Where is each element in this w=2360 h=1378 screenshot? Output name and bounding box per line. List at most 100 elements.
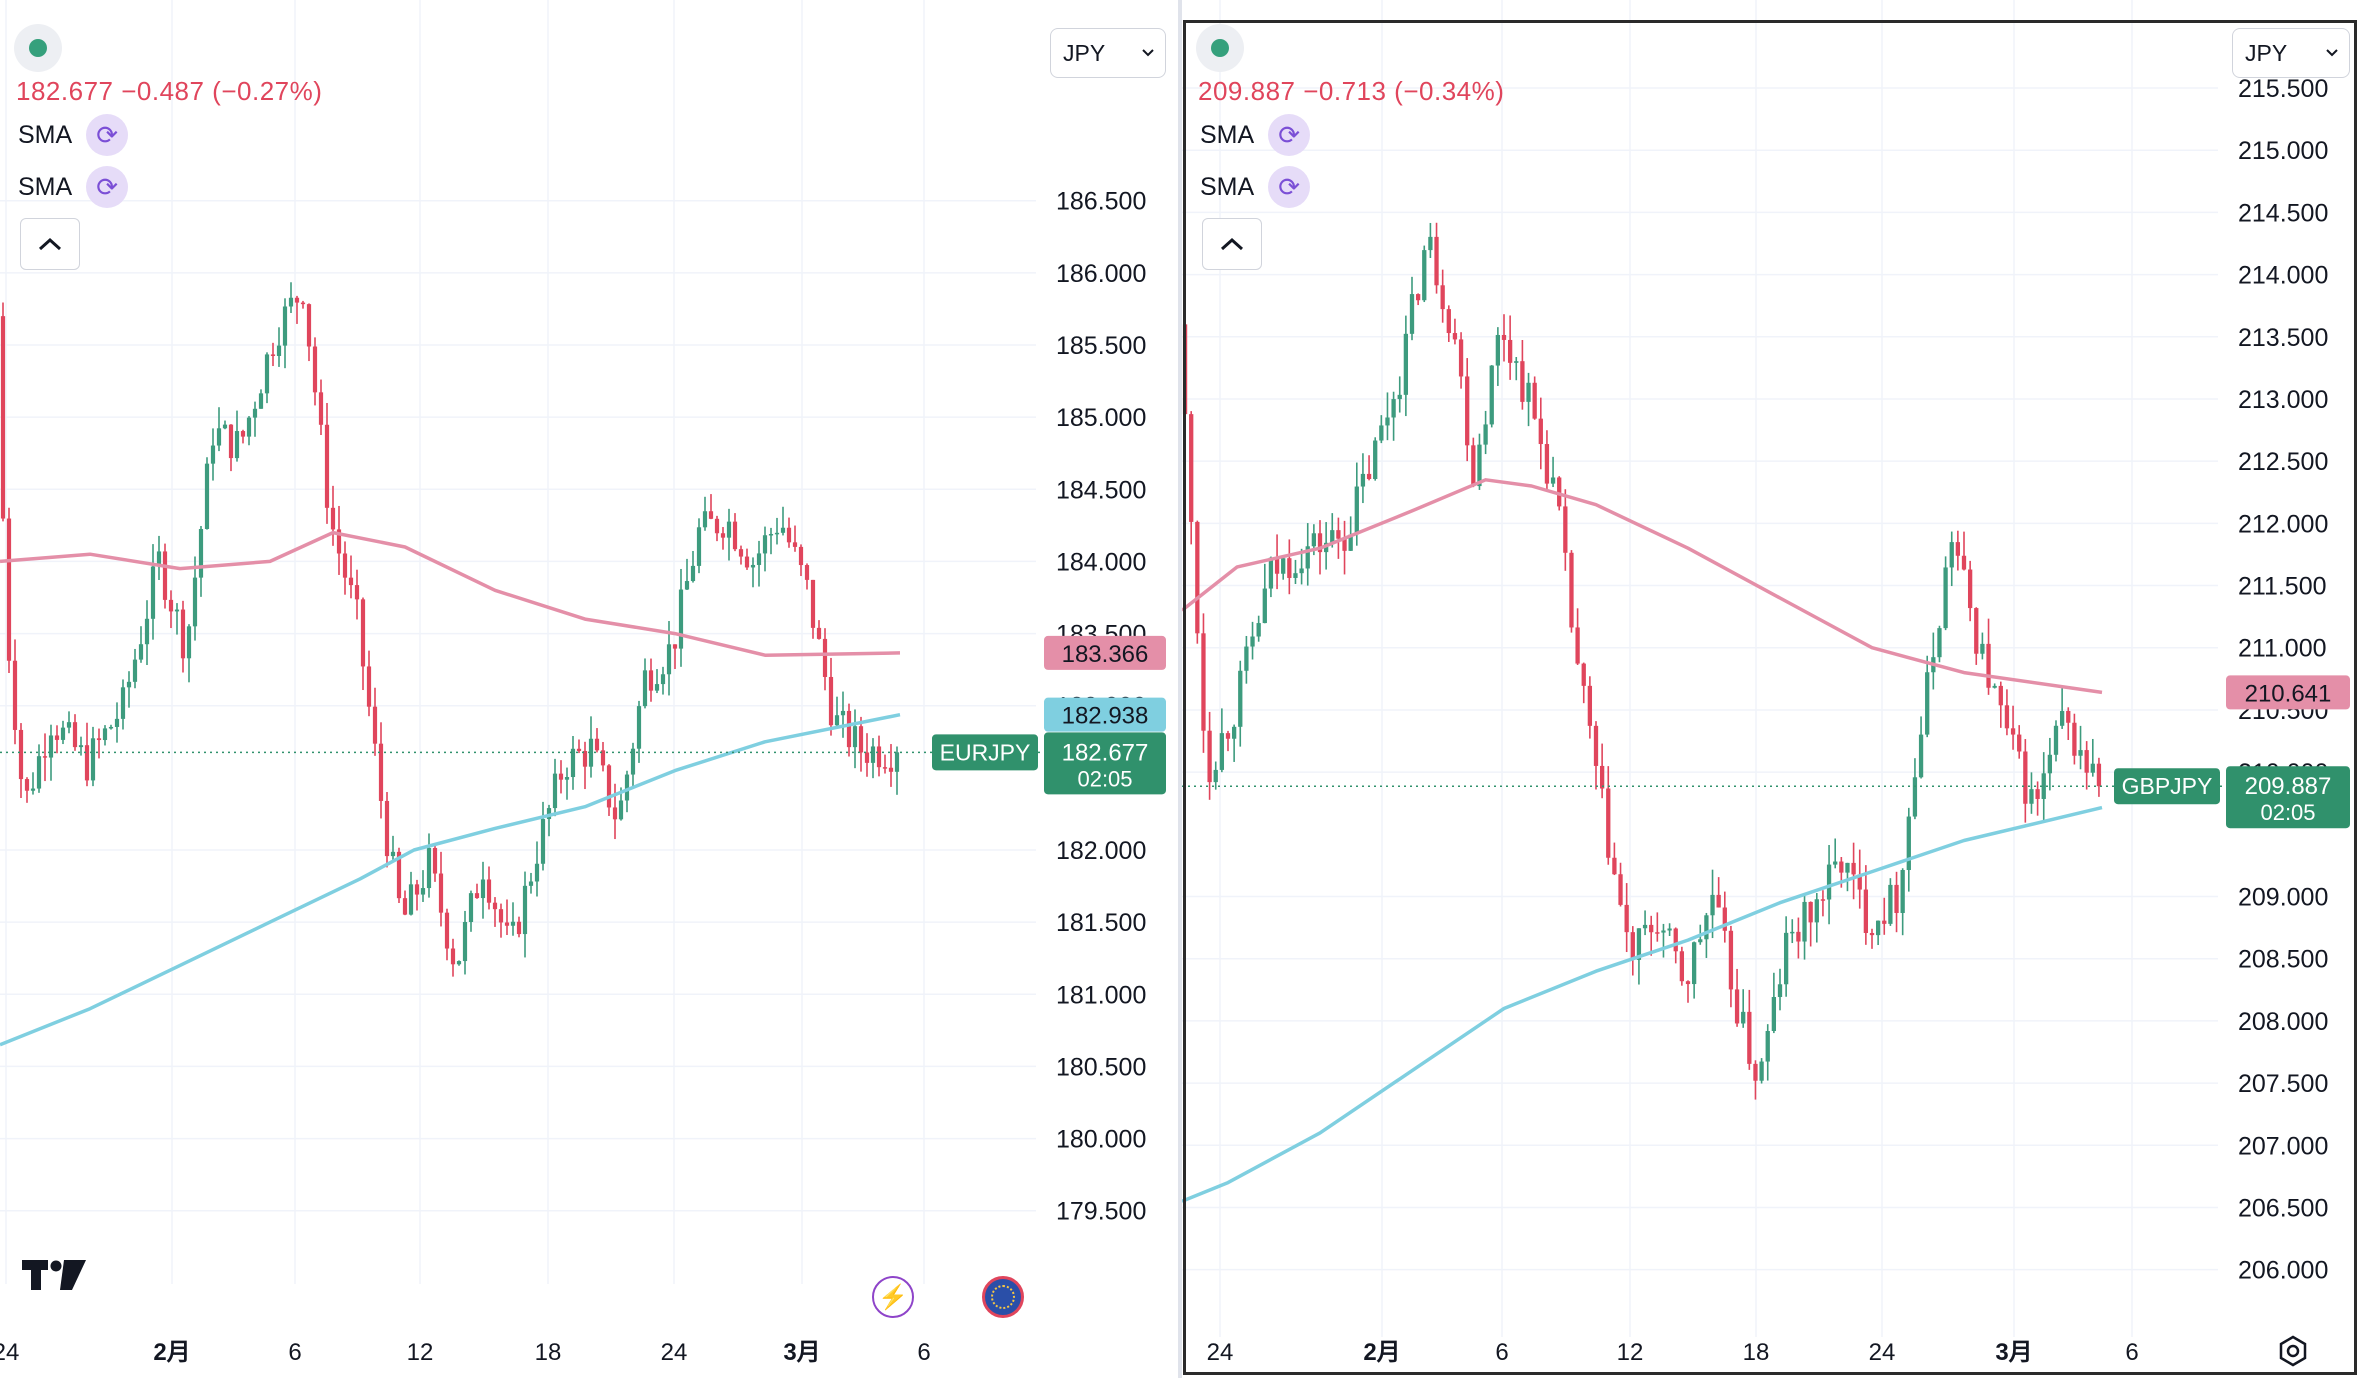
candle-body (2096, 763, 2102, 787)
candle-body (312, 346, 318, 393)
candle-body (1544, 444, 1550, 484)
candle-body (318, 392, 324, 425)
refresh-icon[interactable]: ⟳ (1268, 166, 1311, 208)
sma-long-price-tag: 183.366 (1062, 641, 1149, 668)
candle-body (1575, 627, 1580, 664)
indicator-sma-2[interactable]: SMA ⟳ (18, 166, 129, 208)
candle-body (30, 788, 36, 791)
candle-body (1403, 333, 1409, 395)
candle-body (1599, 765, 1605, 789)
countdown-tag: 02:05 (2260, 800, 2315, 825)
candle-body (648, 670, 654, 691)
refresh-icon[interactable]: ⟳ (1268, 114, 1311, 156)
candle-body (606, 765, 612, 808)
settings-icon[interactable] (2276, 1334, 2310, 1368)
collapse-legend-button[interactable] (20, 218, 80, 270)
candle-body (1373, 440, 1378, 480)
price-tick-label: 215.500 (2238, 75, 2328, 103)
price-change-line: 182.677 −0.487 (−0.27%) (16, 76, 323, 106)
symbol-tag: GBPJPY (2122, 773, 2213, 799)
symbol-tag-bg (932, 734, 1038, 771)
indicator-sma-2[interactable]: SMA ⟳ (1200, 166, 1311, 208)
candle-body (54, 735, 60, 740)
currency-select[interactable]: JPY (1050, 28, 1166, 78)
candle-body (1366, 473, 1372, 480)
candle-body (1569, 552, 1574, 628)
candle-body (480, 879, 486, 899)
candle-body (618, 800, 624, 820)
candle-body (762, 535, 768, 554)
candle-body (2053, 725, 2059, 755)
candle-body (1452, 333, 1458, 340)
candle-body (1274, 557, 1280, 574)
candle-body (24, 779, 30, 791)
candle-body (2035, 789, 2040, 799)
candle-body (1189, 414, 1194, 522)
indicator-sma-1[interactable]: SMA ⟳ (1200, 114, 1311, 156)
chart-pane-gbpjpy[interactable]: 215.500 215.000 214.500 214.000 213.500 213.0… (1182, 0, 2360, 1378)
currency-value: JPY (2245, 39, 2288, 66)
flash-icon[interactable]: ⚡ (872, 1276, 914, 1318)
candle-body (1238, 670, 1243, 727)
eurjpy-chart[interactable]: 186.500 186.000 185.500 185.000 184.500 184.0… (0, 0, 1180, 1378)
chart-pane-eurjpy[interactable]: 186.500 186.000 185.500 185.000 184.500 184.0… (0, 0, 1180, 1378)
candle-body (1974, 608, 1979, 654)
candle-body (1397, 394, 1402, 400)
candle-body (396, 851, 402, 899)
tradingview-logo[interactable] (22, 1260, 86, 1294)
candle-body (2017, 734, 2022, 752)
candle-body (744, 556, 750, 568)
candle-body (252, 408, 258, 418)
price-tick-label: 212.000 (2238, 510, 2328, 538)
candle-body (630, 748, 636, 775)
sma-short-line (0, 712, 901, 1047)
last-price-tag: 182.677 (1062, 739, 1149, 766)
candle-body (264, 354, 270, 394)
date-tick-label: 24 (1869, 1339, 1896, 1366)
sma-short-price-tag: 182.938 (1062, 703, 1149, 730)
candle-body (1992, 685, 1997, 688)
candle-body (1250, 636, 1255, 647)
candle-body (1446, 309, 1451, 334)
price-tick-label: 206.000 (2238, 1257, 2328, 1285)
candle-body (1471, 445, 1476, 487)
currency-select[interactable]: JPY (2232, 28, 2350, 78)
indicator-sma-1[interactable]: SMA ⟳ (18, 114, 129, 156)
candle-body (330, 507, 336, 530)
price-tick-label: 180.000 (1056, 1126, 1146, 1154)
symbol-tag-bg (2114, 768, 2220, 805)
refresh-icon[interactable]: ⟳ (86, 114, 129, 156)
candle-body (1422, 250, 1427, 301)
candle-body (1330, 530, 1335, 543)
candle-body (1869, 932, 1875, 936)
gbpjpy-chart[interactable]: 215.500 215.000 214.500 214.000 213.500 213.0… (1182, 0, 2360, 1378)
price-tick-label: 214.500 (2238, 199, 2328, 227)
candle-body (852, 726, 858, 748)
candle-body (342, 553, 348, 578)
candle-body (1231, 726, 1237, 739)
candle-body (360, 599, 366, 667)
candle-body (702, 511, 708, 528)
candle-body (1771, 997, 1777, 1031)
candle-body (1833, 861, 1838, 865)
eu-flag-icon[interactable] (982, 1276, 1024, 1318)
pane-divider[interactable] (1178, 0, 1182, 1378)
candle-body (1741, 1011, 1746, 1024)
sma-long-price-tag-bg (1044, 635, 1166, 670)
candle-body (138, 644, 144, 660)
candle-body (444, 912, 450, 949)
candle-body (1679, 951, 1685, 982)
candle-body (750, 564, 756, 568)
candle-body (1593, 725, 1599, 766)
candle-body (108, 726, 114, 729)
candle-body (1256, 623, 1261, 637)
candle-body (654, 684, 660, 691)
candle-body (792, 542, 798, 547)
refresh-icon[interactable]: ⟳ (86, 166, 129, 208)
date-tick-label: 24 (1207, 1339, 1234, 1366)
candle-body (12, 660, 18, 730)
collapse-legend-button[interactable] (1202, 218, 1262, 270)
candle-body (150, 566, 156, 619)
candle-body (42, 756, 48, 758)
candle-body (600, 750, 606, 766)
